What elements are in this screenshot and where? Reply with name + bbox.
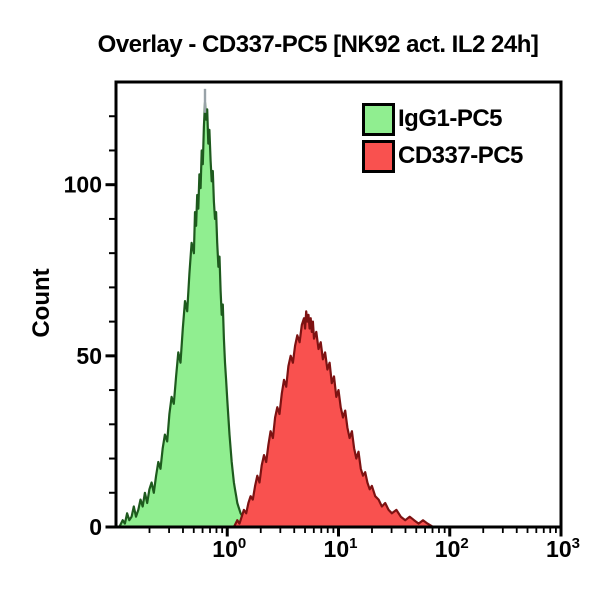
legend-item-cd337: CD337-PC5 (362, 139, 523, 173)
legend-swatch-green-icon (362, 102, 395, 136)
legend-swatch-red-icon (362, 139, 395, 173)
series-area-cd337-pc5 (232, 310, 435, 529)
y-tick-label: 0 (89, 514, 102, 540)
series-area-igg1-pc5 (118, 101, 251, 529)
y-tick-label: 50 (76, 343, 102, 369)
chart-title: Overlay - CD337-PC5 [NK92 act. IL2 24h] (97, 31, 539, 58)
y-tick-label: 100 (64, 172, 102, 198)
legend-label: CD337-PC5 (398, 142, 523, 169)
x-tick-label: 101 (324, 535, 358, 562)
legend-item-igg1: IgG1-PC5 (362, 102, 523, 136)
legend: IgG1-PC5 CD337-PC5 (362, 102, 523, 177)
legend-label: IgG1-PC5 (398, 105, 503, 132)
x-tick-label: 102 (435, 535, 469, 562)
x-tick-label: 103 (546, 535, 580, 562)
plot-frame (114, 80, 563, 529)
x-tick-label: 100 (212, 535, 246, 562)
